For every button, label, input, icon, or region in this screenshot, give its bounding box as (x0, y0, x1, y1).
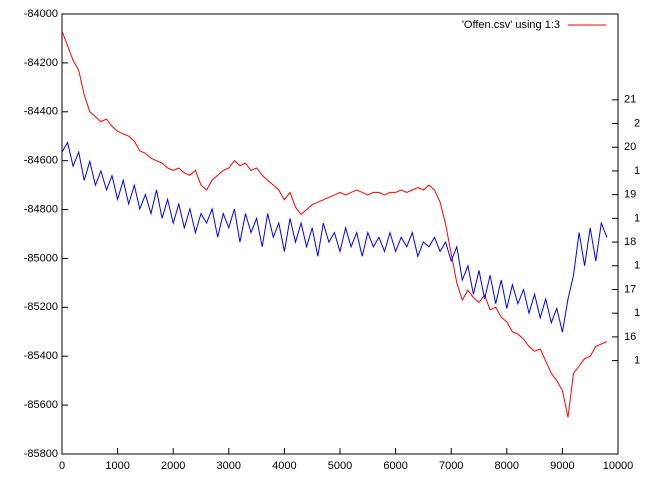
y2-tick-label: 17.5 (634, 260, 655, 272)
x-tick-label: 5000 (328, 460, 352, 472)
y2-tick-label: 16.5 (634, 307, 655, 319)
x-tick-label: 9000 (550, 460, 574, 472)
plot-border (61, 13, 619, 455)
x-tick-label: 7000 (439, 460, 463, 472)
x-tick-label: 10000 (603, 460, 634, 472)
y2-tick-label: 18 (624, 236, 636, 248)
y2-tick-label: 19.5 (634, 165, 655, 177)
x-tick-label: 1000 (105, 460, 129, 472)
y2-tick-label: 21 (624, 94, 636, 106)
x-tick-label: 6000 (383, 460, 407, 472)
y-tick-label: -84600 (24, 155, 58, 167)
y2-tick-label: 17 (624, 283, 636, 295)
y2-tick-label: 16 (624, 331, 636, 343)
y2-tick-label: 20 (624, 141, 636, 153)
y-tick-label: -84400 (24, 106, 58, 118)
legend-label: 'Offen.csv' using 1:3 (462, 19, 560, 31)
y-tick-label: -84800 (24, 203, 58, 215)
y-tick-label: -85200 (24, 301, 58, 313)
y-tick-label: -85800 (24, 448, 58, 460)
y-tick-label: -84000 (24, 8, 58, 20)
x-tick-label: 3000 (217, 460, 241, 472)
x-tick-label: 8000 (495, 460, 519, 472)
y-tick-label: -85400 (24, 350, 58, 362)
data-line (61, 141, 608, 333)
data-line (61, 30, 608, 418)
y2-tick-label: 18.5 (634, 212, 655, 224)
x-tick-label: 0 (59, 460, 65, 472)
y-tick-label: -84200 (24, 57, 58, 69)
y2-tick-label: 19 (624, 189, 636, 201)
y-tick-label: -85000 (24, 252, 58, 264)
x-tick-label: 4000 (272, 460, 296, 472)
y-tick-label: -85600 (24, 399, 58, 411)
x-tick-label: 2000 (161, 460, 185, 472)
y2-tick-label: 20.5 (634, 117, 655, 129)
y2-axis: 21 20.5 20 19.5 19 18.5 18 17.5 17 16.5 16 15.5 (624, 94, 655, 367)
y2-tick-label: 15.5 (634, 355, 655, 367)
